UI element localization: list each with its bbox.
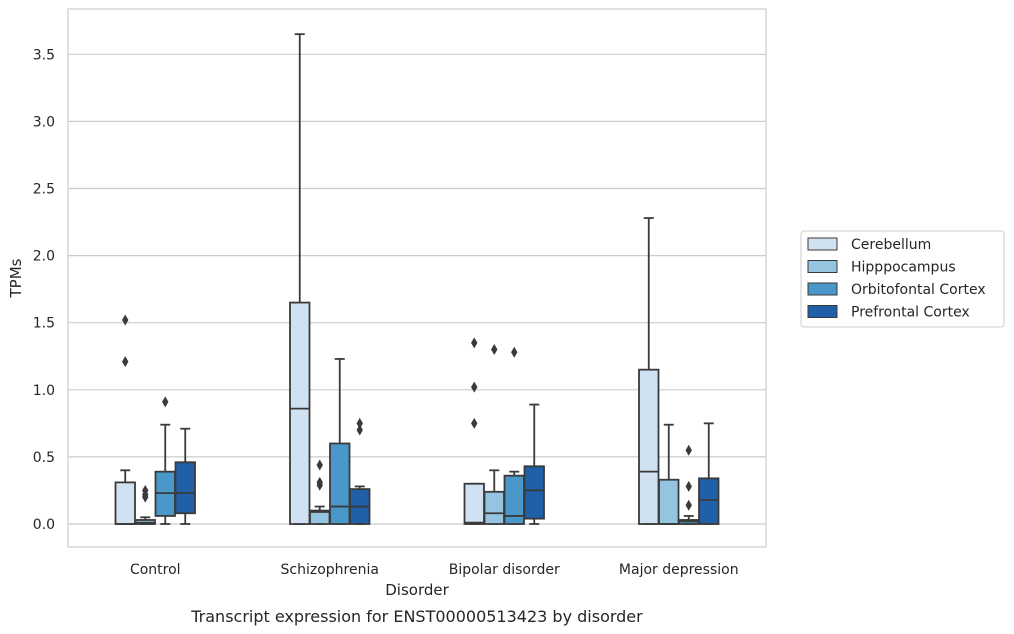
y-tick-labels: 0.0 0.5 1.0 1.5 2.0 2.5 3.0 3.5: [33, 47, 55, 533]
x-tick-label: Schizophrenia: [281, 562, 379, 578]
box-iqr: [289, 301, 311, 525]
box-iqr: [638, 368, 660, 525]
box-1-2: [483, 344, 505, 525]
x-tick-label: Control: [130, 562, 181, 578]
box-iqr: [114, 481, 136, 525]
box-iqr: [698, 477, 720, 525]
x-tick-label: Bipolar disorder: [449, 562, 560, 578]
box-3-3: [698, 422, 720, 525]
box-iqr: [523, 465, 545, 520]
box-1-0: [134, 484, 156, 525]
outlier-point: [685, 444, 692, 456]
outlier-point: [471, 381, 478, 393]
outlier-point: [471, 337, 478, 349]
outlier-point: [142, 484, 149, 496]
box-1-3: [658, 423, 680, 525]
outlier-point: [491, 344, 498, 356]
legend-swatch: [807, 305, 838, 318]
plot-area: [68, 9, 766, 547]
box-iqr: [463, 482, 485, 525]
box-3-2: [523, 403, 545, 525]
y-tick-label: 2.5: [33, 182, 55, 198]
outlier-point: [162, 396, 169, 408]
box-3-1: [349, 417, 371, 525]
y-tick-label: 2.0: [33, 249, 55, 265]
grid-lines: [68, 53, 766, 525]
y-tick-label: 0.0: [33, 517, 55, 533]
box-1-1: [309, 459, 331, 525]
box-iqr: [329, 442, 351, 525]
legend-label: Cerebellum: [851, 237, 931, 253]
box-iqr: [658, 478, 680, 525]
outlier-point: [122, 314, 129, 326]
outlier-point: [122, 356, 129, 368]
outlier-point: [316, 459, 323, 471]
box-2-3: [678, 444, 700, 525]
y-tick-label: 1.0: [33, 383, 55, 399]
plot-frame: [67, 8, 767, 548]
outlier-point: [685, 499, 692, 511]
x-tick-labels: Control Schizophrenia Bipolar disorder Majo…: [130, 562, 739, 578]
y-axis-title: TPMs: [7, 258, 25, 298]
legend-frame: [800, 230, 1005, 328]
x-tick-label: Major depression: [619, 562, 739, 578]
y-tick-label: 3.5: [33, 47, 55, 63]
legend-swatch: [807, 282, 838, 296]
outlier-point: [356, 424, 363, 436]
legend-label: Orbitofontal Cortex: [851, 282, 986, 298]
box-iqr: [174, 461, 196, 515]
y-tick-label: 1.5: [33, 316, 55, 332]
box-0-1: [289, 33, 311, 525]
box-2-1: [329, 358, 351, 525]
legend-swatch: [807, 260, 838, 273]
box-iqr: [483, 490, 505, 525]
outlier-point: [316, 476, 323, 488]
outlier-point: [471, 417, 478, 429]
outlier-point: [685, 480, 692, 492]
box-3-0: [174, 427, 196, 525]
y-tick-label: 0.5: [33, 450, 55, 466]
boxes-layer: [114, 33, 720, 525]
outlier-point: [356, 417, 363, 429]
x-axis-title: Disorder: [385, 581, 449, 599]
legend-label: Hipppocampus: [851, 260, 956, 276]
figure-caption: Transcript expression for ENST0000051342…: [190, 607, 643, 626]
outlier-point: [511, 346, 518, 358]
legend-label: Prefrontal Cortex: [851, 305, 970, 321]
legend-swatch: [807, 237, 838, 251]
legend: Cerebellum Hipppocampus Orbitofontal Corte…: [800, 230, 1005, 328]
box-0-3: [638, 217, 660, 525]
y-tick-label: 3.0: [33, 114, 55, 130]
box-0-0: [114, 314, 136, 525]
